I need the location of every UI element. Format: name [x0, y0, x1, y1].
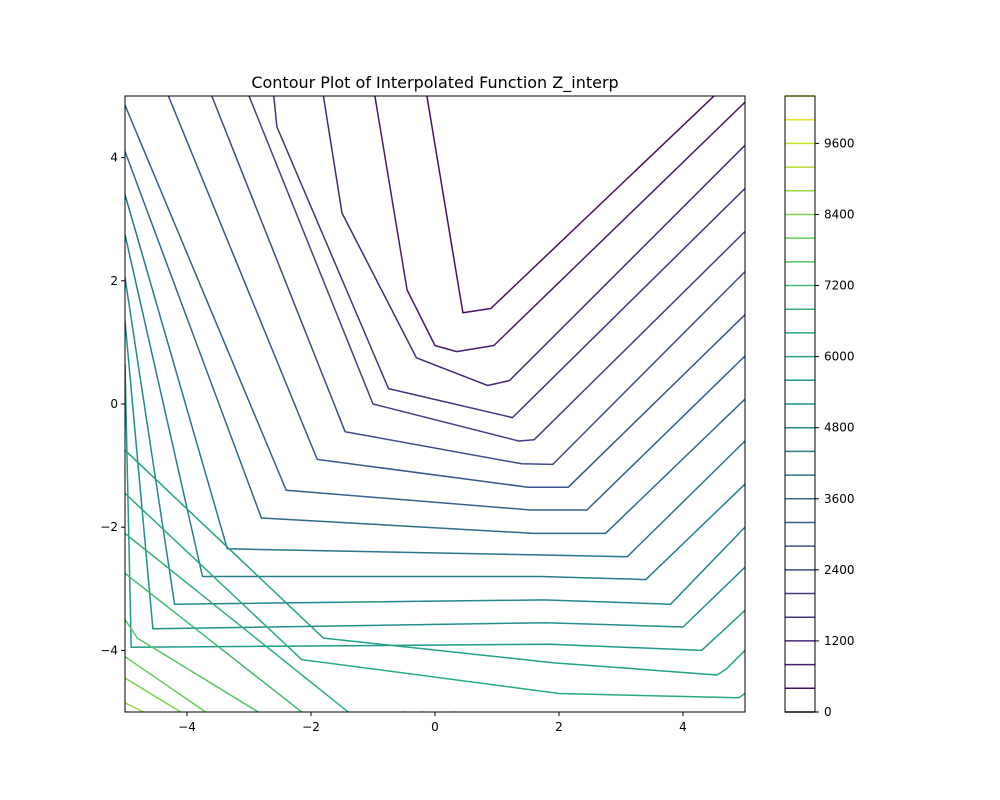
contour-line-3600-8 — [125, 151, 745, 535]
contour-line-2800-6 — [167, 96, 745, 488]
colorbar-tick-label: 1200 — [824, 634, 855, 648]
contour-line-8800-21 — [125, 702, 144, 712]
colorbar-tick-label: 4800 — [824, 421, 855, 435]
colorbar-tick-label: 6000 — [824, 350, 855, 364]
y-tick-label: −2 — [100, 520, 118, 534]
contour-line-4800-11 — [125, 277, 745, 605]
x-tick-label: 4 — [679, 720, 687, 734]
colorbar: 0 1200 2400 3600 4800 6000 7200 8400 9600 — [784, 95, 855, 719]
contour-line-5600-13 — [125, 363, 745, 652]
colorbar-tick-label: 7200 — [824, 279, 855, 293]
y-tick-label: −4 — [100, 643, 118, 657]
x-tick-label: −4 — [178, 720, 196, 734]
contour-line-6800-16 — [125, 532, 349, 712]
contour-line-7600-18 — [125, 619, 259, 712]
contour-line-3200-7 — [125, 104, 745, 511]
contour-line-8400-20 — [125, 677, 182, 712]
contour-line-8000-19 — [125, 655, 207, 712]
colorbar-tick-label: 9600 — [824, 136, 855, 150]
plot-area: −4 −2 0 2 4 −4 −2 0 2 4 — [100, 95, 746, 734]
contour-line-5200-12 — [125, 320, 745, 630]
y-tick-label: 2 — [110, 274, 118, 288]
contour-line-1200-2 — [322, 96, 745, 387]
y-tick-label: 0 — [110, 397, 118, 411]
colorbar-tick-label: 0 — [824, 705, 832, 719]
colorbar-frame — [784, 95, 816, 713]
plot-frame — [124, 95, 746, 713]
contour-line-7200-17 — [125, 572, 303, 712]
contour-line-6400-15 — [125, 492, 745, 699]
colorbar-tick-label: 8400 — [824, 207, 855, 221]
contour-line-2400-5 — [211, 96, 745, 466]
x-tick-label: 2 — [555, 720, 563, 734]
contour-line-1600-3 — [273, 96, 745, 419]
contour-line-800-1 — [374, 96, 745, 353]
contour-line-6000-14 — [125, 449, 745, 676]
contour-lines — [125, 96, 745, 712]
y-tick-label: 4 — [110, 151, 118, 165]
x-tick-label: −2 — [302, 720, 320, 734]
colorbar-tick-label: 3600 — [824, 492, 855, 506]
chart-title: Contour Plot of Interpolated Function Z_… — [251, 73, 618, 93]
contour-line-2000-4 — [248, 96, 745, 442]
colorbar-tick-label: 2400 — [824, 563, 855, 577]
contour-line-400-0 — [426, 96, 715, 314]
contour-line-4000-9 — [125, 194, 745, 558]
x-tick-label: 0 — [431, 720, 439, 734]
contour-line-4400-10 — [125, 234, 745, 581]
